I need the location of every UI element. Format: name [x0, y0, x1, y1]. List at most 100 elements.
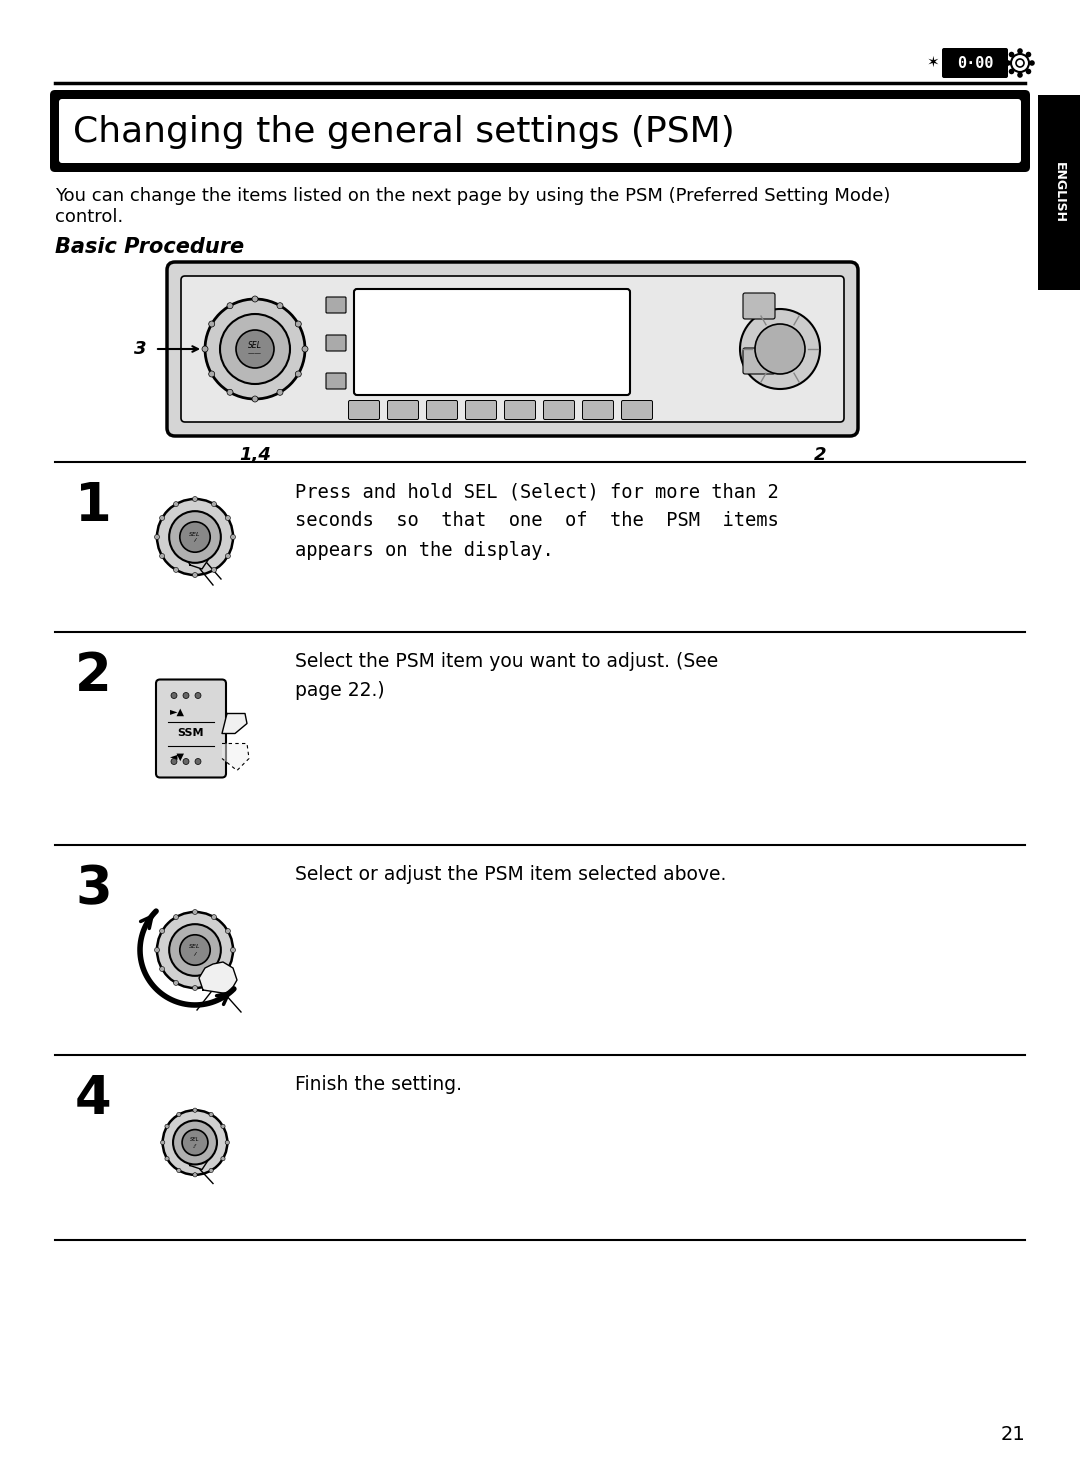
Circle shape: [302, 346, 308, 351]
Text: ◄▼: ◄▼: [170, 751, 185, 761]
FancyBboxPatch shape: [50, 89, 1030, 171]
Circle shape: [161, 1140, 165, 1145]
Circle shape: [160, 553, 164, 558]
FancyBboxPatch shape: [465, 401, 497, 420]
Text: Press and hold SEL (Select) for more than 2
seconds  so  that  one  of  the  PSM: Press and hold SEL (Select) for more tha…: [295, 482, 779, 561]
Circle shape: [1029, 60, 1035, 66]
Circle shape: [237, 329, 274, 367]
Bar: [1038, 95, 1080, 290]
Text: ⁄⁄: ⁄⁄: [194, 539, 195, 543]
Circle shape: [160, 928, 164, 934]
Text: 21: 21: [1000, 1424, 1025, 1444]
Text: SSM: SSM: [178, 729, 204, 738]
Circle shape: [212, 981, 216, 985]
Circle shape: [210, 1168, 213, 1173]
Text: ——: ——: [248, 350, 262, 356]
Polygon shape: [222, 713, 247, 733]
Text: 2: 2: [75, 650, 111, 703]
Circle shape: [192, 496, 198, 502]
Circle shape: [208, 321, 215, 326]
Text: 2: 2: [813, 447, 826, 464]
Circle shape: [205, 299, 305, 400]
Circle shape: [177, 1168, 181, 1173]
Circle shape: [192, 909, 198, 915]
FancyBboxPatch shape: [326, 297, 346, 313]
Circle shape: [212, 568, 216, 572]
Circle shape: [170, 511, 220, 562]
Circle shape: [165, 1124, 170, 1129]
Text: Basic Procedure: Basic Procedure: [55, 237, 244, 258]
Text: Finish the setting.: Finish the setting.: [295, 1075, 462, 1094]
Circle shape: [212, 502, 216, 507]
Circle shape: [227, 389, 233, 395]
Circle shape: [157, 499, 233, 575]
Circle shape: [230, 947, 235, 953]
FancyBboxPatch shape: [543, 401, 575, 420]
Circle shape: [170, 924, 220, 976]
Circle shape: [174, 502, 178, 507]
Circle shape: [165, 1157, 170, 1161]
Polygon shape: [222, 744, 249, 770]
FancyBboxPatch shape: [354, 288, 630, 395]
Circle shape: [226, 553, 230, 558]
Text: You can change the items listed on the next page by using the PSM (Preferred Set: You can change the items listed on the n…: [55, 187, 890, 205]
Circle shape: [230, 534, 235, 540]
Circle shape: [163, 1110, 227, 1174]
Circle shape: [183, 1130, 208, 1155]
Circle shape: [208, 370, 215, 378]
Circle shape: [174, 568, 178, 572]
FancyBboxPatch shape: [59, 100, 1021, 163]
Circle shape: [740, 309, 820, 389]
Circle shape: [192, 985, 198, 991]
Text: 3: 3: [135, 340, 147, 359]
Polygon shape: [199, 962, 237, 994]
FancyBboxPatch shape: [427, 401, 458, 420]
Circle shape: [225, 1140, 229, 1145]
Circle shape: [276, 389, 283, 395]
Circle shape: [177, 1113, 181, 1117]
Text: Changing the general settings (PSM): Changing the general settings (PSM): [73, 116, 734, 149]
FancyBboxPatch shape: [349, 401, 379, 420]
Circle shape: [179, 521, 211, 552]
Text: SEL: SEL: [189, 944, 201, 950]
FancyBboxPatch shape: [743, 348, 775, 373]
Text: ►▲: ►▲: [170, 707, 185, 716]
FancyBboxPatch shape: [326, 335, 346, 351]
Circle shape: [210, 1113, 213, 1117]
Circle shape: [220, 1157, 225, 1161]
Circle shape: [755, 324, 805, 373]
Circle shape: [1026, 51, 1031, 57]
Circle shape: [171, 758, 177, 764]
Polygon shape: [186, 1145, 208, 1170]
Circle shape: [183, 692, 189, 698]
FancyBboxPatch shape: [743, 293, 775, 319]
Circle shape: [154, 947, 160, 953]
Circle shape: [220, 1124, 225, 1129]
FancyBboxPatch shape: [181, 277, 843, 422]
Circle shape: [226, 928, 230, 934]
Circle shape: [226, 966, 230, 972]
Text: 1,4: 1,4: [239, 447, 271, 464]
Circle shape: [227, 303, 233, 309]
Circle shape: [1017, 72, 1023, 78]
Polygon shape: [186, 545, 208, 569]
Text: SEL: SEL: [189, 531, 201, 536]
Circle shape: [1026, 69, 1031, 75]
Circle shape: [192, 572, 198, 577]
Text: ⁄⁄: ⁄⁄: [194, 952, 195, 956]
Circle shape: [195, 758, 201, 764]
Circle shape: [193, 1108, 198, 1113]
FancyBboxPatch shape: [388, 401, 419, 420]
Circle shape: [295, 370, 301, 378]
Text: 3: 3: [75, 862, 111, 915]
FancyBboxPatch shape: [582, 401, 613, 420]
Text: 4: 4: [75, 1073, 111, 1124]
Text: ✶: ✶: [927, 54, 940, 69]
Circle shape: [1011, 54, 1029, 72]
Circle shape: [195, 692, 201, 698]
Text: ENGLISH: ENGLISH: [1053, 163, 1066, 223]
Circle shape: [160, 515, 164, 521]
FancyBboxPatch shape: [167, 262, 858, 436]
Circle shape: [252, 395, 258, 403]
FancyBboxPatch shape: [621, 401, 652, 420]
